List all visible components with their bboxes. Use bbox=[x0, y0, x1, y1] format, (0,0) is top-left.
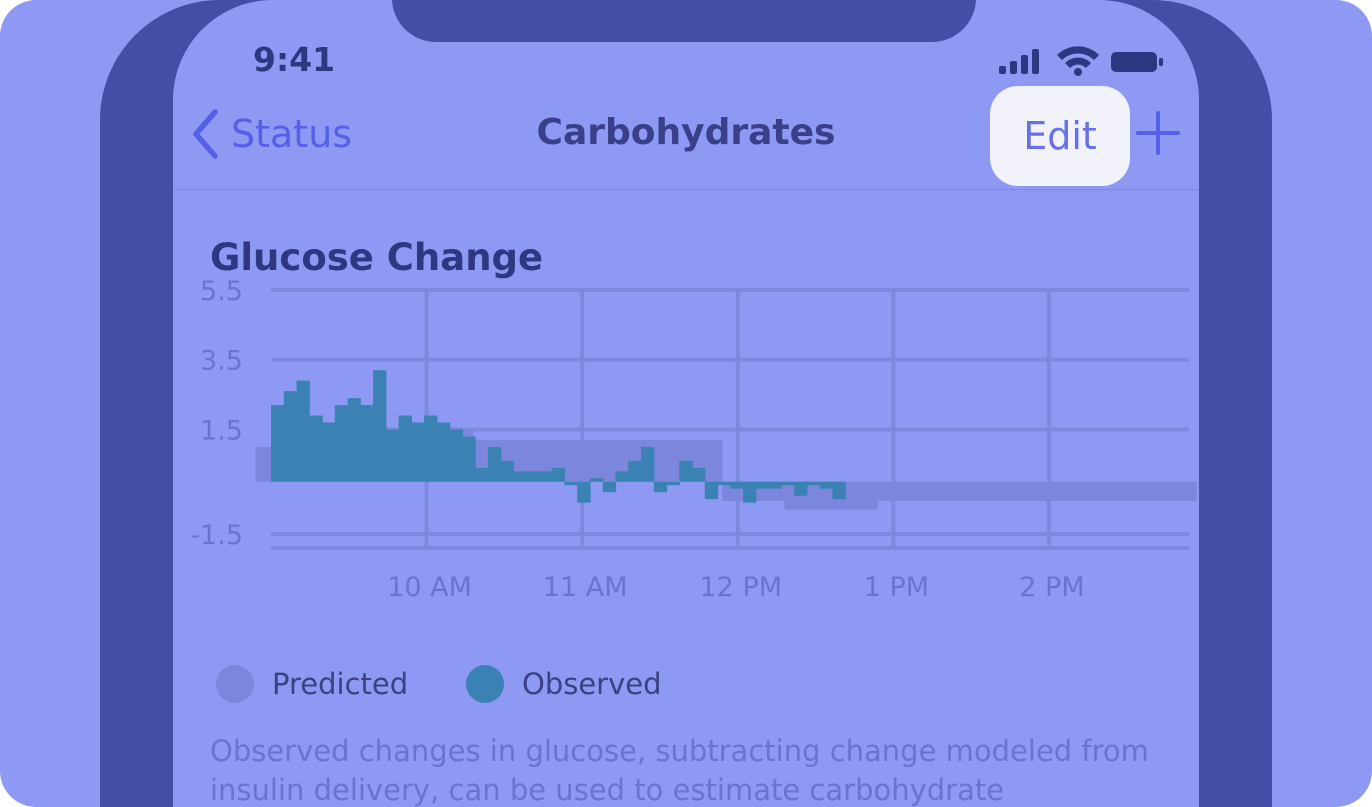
observed-bar bbox=[704, 481, 719, 500]
observed-bar bbox=[577, 481, 591, 503]
status-time: 9:41 bbox=[253, 40, 336, 79]
y-axis-labels: 5.5 3.5 1.5 -1.5 bbox=[190, 276, 243, 551]
cellular-signal-icon bbox=[999, 49, 1039, 74]
observed-bar bbox=[602, 481, 617, 493]
legend-observed-label: Observed bbox=[522, 667, 662, 701]
observed-bar bbox=[347, 398, 361, 482]
observed-bar bbox=[449, 429, 463, 482]
observed-bar bbox=[462, 436, 476, 482]
y-tick-label: -1.5 bbox=[190, 520, 243, 551]
observed-bar bbox=[500, 460, 515, 482]
observed-bar bbox=[755, 481, 770, 489]
observed-bar bbox=[794, 481, 808, 496]
legend-observed: Observed bbox=[466, 664, 662, 704]
observed-bar bbox=[730, 481, 744, 489]
predicted-swatch bbox=[216, 665, 254, 703]
observed-bar bbox=[322, 422, 336, 482]
observed-bar bbox=[271, 405, 285, 482]
observed-bar bbox=[653, 481, 668, 493]
observed-bar bbox=[679, 460, 693, 482]
observed-bar bbox=[564, 481, 578, 486]
device-notch bbox=[392, 0, 976, 42]
y-tick-label: 1.5 bbox=[200, 415, 243, 446]
observed-bar bbox=[641, 446, 655, 482]
battery-icon bbox=[1111, 52, 1163, 72]
status-icons bbox=[999, 46, 1163, 76]
observed-swatch bbox=[466, 665, 504, 703]
observed-bar bbox=[385, 429, 400, 482]
x-tick-label: 10 AM bbox=[387, 572, 472, 603]
observed-bar bbox=[411, 422, 425, 482]
observed-bar bbox=[538, 471, 553, 482]
section-title: Glucose Change bbox=[210, 236, 544, 279]
observed-bar bbox=[475, 467, 489, 482]
observed-bar bbox=[487, 446, 502, 482]
x-tick-label: 2 PM bbox=[1019, 572, 1084, 603]
observed-bar bbox=[334, 405, 349, 482]
observed-bar bbox=[768, 481, 782, 489]
back-button[interactable]: Status bbox=[191, 108, 352, 160]
observed-bar bbox=[513, 471, 527, 482]
x-tick-label: 11 AM bbox=[543, 572, 628, 603]
chart-description: Observed changes in glucose, subtracting… bbox=[210, 734, 1149, 807]
observed-bar bbox=[424, 415, 438, 482]
back-button-label: Status bbox=[231, 112, 353, 156]
predicted-bar bbox=[877, 481, 1197, 501]
observed-bar bbox=[615, 471, 629, 482]
device-screen: 9:41 Status bbox=[173, 0, 1199, 807]
wifi-icon bbox=[1057, 46, 1099, 76]
observed-bar bbox=[398, 415, 412, 482]
observed-bar bbox=[589, 478, 604, 482]
observed-bar bbox=[526, 471, 540, 482]
observed-bar bbox=[373, 370, 387, 482]
observed-bar bbox=[360, 405, 374, 482]
observed-bar bbox=[819, 481, 833, 489]
glucose-change-chart: 5.5 3.5 1.5 -1.5 10 AM 11 AM 12 PM 1 PM 2 PM bbox=[190, 276, 1197, 603]
x-tick-label: 12 PM bbox=[700, 572, 783, 603]
y-tick-label: 5.5 bbox=[200, 276, 243, 307]
observed-bar bbox=[628, 460, 642, 482]
observed-bar bbox=[832, 481, 846, 500]
observed-bar bbox=[806, 481, 821, 486]
observed-series bbox=[271, 370, 846, 503]
observed-bar bbox=[309, 415, 323, 482]
observed-bar bbox=[283, 391, 298, 482]
observed-bar bbox=[551, 467, 566, 482]
y-tick-label: 3.5 bbox=[200, 346, 243, 377]
edit-button[interactable]: Edit bbox=[990, 86, 1130, 186]
legend-predicted-label: Predicted bbox=[272, 667, 409, 701]
observed-bar bbox=[717, 481, 731, 486]
chevron-left-icon bbox=[193, 109, 218, 159]
observed-bar bbox=[666, 481, 680, 486]
observed-bar bbox=[692, 467, 706, 482]
x-axis-labels: 10 AM 11 AM 12 PM 1 PM 2 PM bbox=[387, 572, 1084, 603]
legend-predicted: Predicted bbox=[216, 664, 408, 704]
chart-grid bbox=[271, 288, 1189, 550]
observed-bar bbox=[781, 481, 795, 486]
observed-bar bbox=[436, 422, 451, 482]
observed-bar bbox=[743, 481, 757, 503]
predicted-bar bbox=[255, 446, 271, 482]
observed-bar bbox=[296, 380, 310, 482]
x-tick-label: 1 PM bbox=[864, 572, 929, 603]
add-icon[interactable] bbox=[1135, 110, 1181, 156]
